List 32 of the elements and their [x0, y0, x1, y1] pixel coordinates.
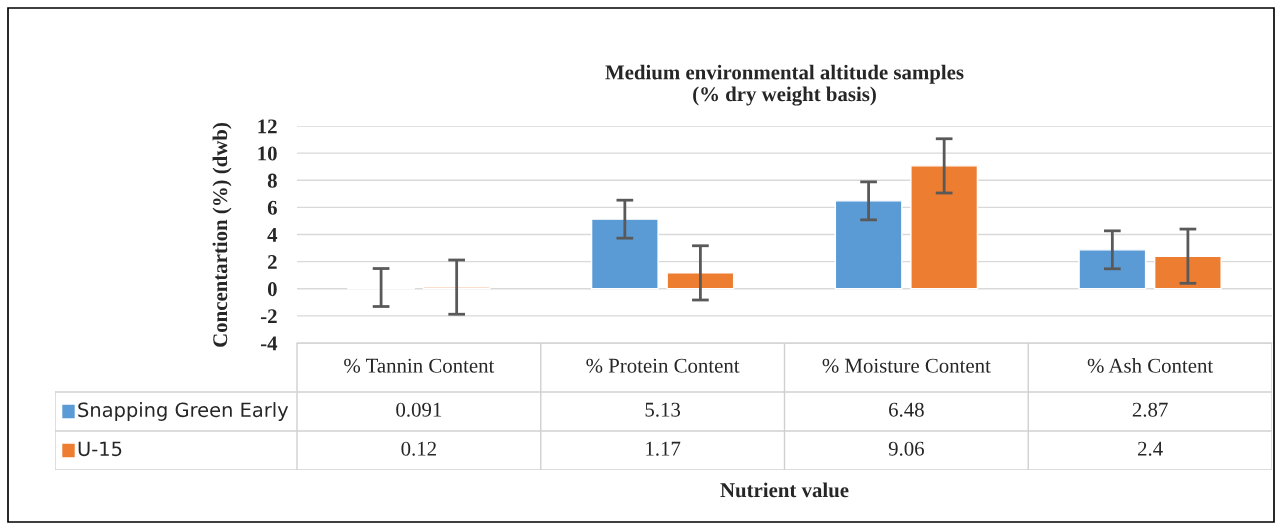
x-tick-label: % Tannin Content — [344, 358, 495, 373]
x-tick-label: % Moisture Content — [822, 358, 991, 373]
chart-title: Medium environmental altitude samples (% dry weight basis) — [605, 64, 964, 106]
y-tick-label: 10 — [258, 146, 277, 161]
bar — [1153, 255, 1222, 290]
data-label: 0.12 — [401, 441, 436, 456]
bar — [666, 272, 735, 290]
data-label: 6.48 — [889, 402, 924, 417]
data-label: 2.87 — [1132, 402, 1168, 417]
y-tick-label: 4 — [267, 228, 278, 242]
data-label: 5.13 — [645, 402, 681, 417]
y-tick-label: -2 — [260, 309, 277, 324]
x-tick-label: % Protein Content — [586, 358, 740, 373]
bar — [910, 165, 979, 290]
text: Nutrient value — [720, 482, 849, 498]
data-label: 1.17 — [646, 441, 681, 456]
bar — [834, 200, 903, 290]
data-label: 0.091 — [396, 402, 442, 417]
data-label: 9.06 — [888, 441, 924, 456]
y-tick-label: 6 — [267, 200, 277, 215]
x-tick-label: % Ash Content — [1087, 358, 1214, 373]
data-label: 2.4 — [1138, 441, 1163, 456]
y-tick-label: 12 — [258, 119, 277, 134]
bar — [1078, 249, 1147, 290]
y-tick-label: -4 — [260, 336, 278, 351]
y-tick-label: 2 — [268, 255, 277, 269]
y-axis-title: Concentartion (%) (dwb) — [212, 123, 232, 347]
bar — [590, 218, 659, 290]
y-tick-label: 0 — [267, 282, 277, 297]
y-tick-label: 8 — [267, 173, 277, 188]
legend-label: Snapping Green Early — [78, 402, 289, 421]
legend-label: U-15 — [78, 441, 122, 457]
